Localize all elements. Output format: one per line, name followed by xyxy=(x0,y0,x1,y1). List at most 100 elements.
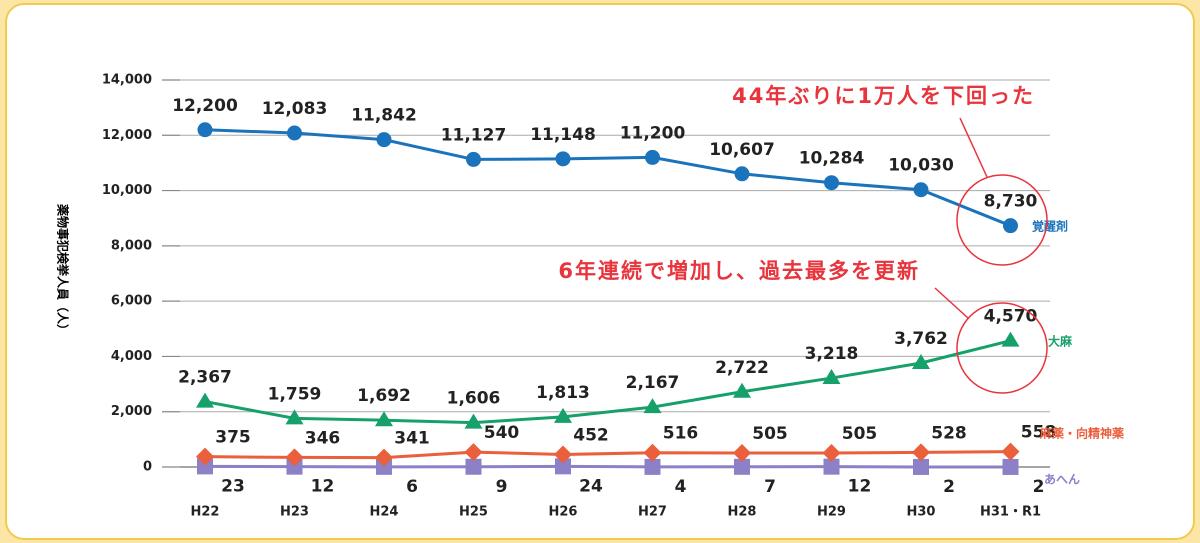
value-label: 11,127 xyxy=(441,125,507,145)
value-label: 8,730 xyxy=(984,192,1038,212)
series-line xyxy=(204,450,1011,460)
marker xyxy=(733,444,751,463)
y-tick-label: 14,000 xyxy=(102,73,152,88)
marker xyxy=(555,458,571,475)
value-label: 3,218 xyxy=(805,344,859,364)
marker xyxy=(733,382,751,398)
value-label: 540 xyxy=(484,423,520,443)
marker xyxy=(913,458,929,475)
marker xyxy=(196,447,214,466)
marker xyxy=(734,166,750,182)
annotation-leader xyxy=(959,117,988,178)
value-label: 10,607 xyxy=(709,140,775,160)
marker xyxy=(643,398,662,414)
value-label: 10,030 xyxy=(888,156,954,176)
series-line xyxy=(204,128,1012,228)
highlight-circle xyxy=(956,174,1048,266)
marker xyxy=(822,444,841,463)
x-tick-label: H29 xyxy=(817,505,846,520)
value-label: 11,148 xyxy=(530,125,596,145)
highlight-circle xyxy=(956,302,1048,394)
value-label: 528 xyxy=(931,423,967,443)
value-label: 12 xyxy=(848,477,872,497)
annotation: 6年連続で増加し、過去最多を更新 xyxy=(558,259,920,283)
x-tick-label: H27 xyxy=(638,505,667,520)
marker xyxy=(464,443,483,462)
value-label: 6 xyxy=(406,477,418,497)
series-label: 覚醒剤 xyxy=(1032,219,1068,234)
marker xyxy=(554,445,572,464)
y-tick-label: 8,000 xyxy=(111,238,152,253)
series-label: 大麻 xyxy=(1048,334,1073,349)
value-label: 341 xyxy=(394,429,430,449)
value-label: 452 xyxy=(573,426,609,446)
y-tick-label: 10,000 xyxy=(102,183,152,198)
marker xyxy=(1001,331,1020,347)
marker xyxy=(375,448,393,467)
value-label: 1,692 xyxy=(357,386,411,406)
value-label: 2 xyxy=(943,477,955,497)
value-label: 9 xyxy=(496,477,508,497)
marker xyxy=(555,151,571,167)
x-tick-label: H24 xyxy=(370,505,399,520)
x-tick-label: H28 xyxy=(728,505,757,520)
value-label: 3,762 xyxy=(894,329,948,349)
value-label: 7 xyxy=(764,477,776,497)
value-label: 558 xyxy=(1021,423,1057,443)
y-axis-label: 薬物事犯検挙人員（人） xyxy=(56,204,71,336)
x-tick-label: H25 xyxy=(459,505,488,520)
marker xyxy=(197,458,213,475)
value-label: 1,759 xyxy=(268,384,322,404)
y-tick-label: 12,000 xyxy=(102,128,152,143)
value-label: 12,083 xyxy=(262,99,328,119)
value-label: 2,722 xyxy=(715,358,769,378)
value-label: 4,570 xyxy=(984,307,1038,327)
annotation-leader xyxy=(934,287,969,319)
value-label: 346 xyxy=(305,428,341,448)
marker xyxy=(287,125,302,141)
annotation: 44年ぶりに1万人を下回った xyxy=(732,84,1035,108)
marker xyxy=(376,132,392,148)
value-label: 11,200 xyxy=(620,123,686,143)
series-line xyxy=(204,464,1011,469)
value-label: 23 xyxy=(221,476,245,496)
marker xyxy=(465,458,482,475)
plot: 0 2,000 4,000 6,000 8,000 10,000 12,000 14,000 H… xyxy=(102,73,1124,520)
x-tick-label: H23 xyxy=(280,505,309,520)
series-label: あへん xyxy=(1044,473,1080,487)
marker xyxy=(197,122,213,138)
marker xyxy=(1003,218,1018,234)
value-label: 2,367 xyxy=(178,368,232,388)
marker xyxy=(285,409,304,425)
value-label: 2 xyxy=(1033,477,1045,497)
marker xyxy=(464,413,483,429)
marker xyxy=(466,151,481,167)
marker xyxy=(913,182,929,198)
marker xyxy=(1001,442,1020,461)
marker xyxy=(1002,458,1019,475)
marker xyxy=(644,458,661,475)
series-label: 麻薬・向精神薬 xyxy=(1039,426,1124,441)
panel xyxy=(5,3,1195,540)
x-tick-label: H30 xyxy=(907,505,936,520)
series-line xyxy=(204,339,1011,425)
x-tick-label: H26 xyxy=(549,505,578,520)
value-label: 1,813 xyxy=(536,383,590,403)
value-label: 24 xyxy=(579,476,603,496)
marker xyxy=(822,369,841,385)
y-tick-label: 0 xyxy=(143,460,152,475)
marker xyxy=(376,458,392,475)
marker xyxy=(554,407,572,423)
value-label: 12,200 xyxy=(172,96,238,116)
value-label: 12 xyxy=(311,477,335,497)
marker xyxy=(196,392,214,408)
y-tick-label: 4,000 xyxy=(111,349,152,364)
x-tick-label: H31・R1 xyxy=(980,505,1041,520)
marker xyxy=(286,458,303,475)
value-label: 4 xyxy=(675,477,687,497)
marker xyxy=(824,175,839,191)
marker xyxy=(645,149,660,165)
value-label: 10,284 xyxy=(799,149,865,169)
y-tick-label: 2,000 xyxy=(111,404,152,419)
